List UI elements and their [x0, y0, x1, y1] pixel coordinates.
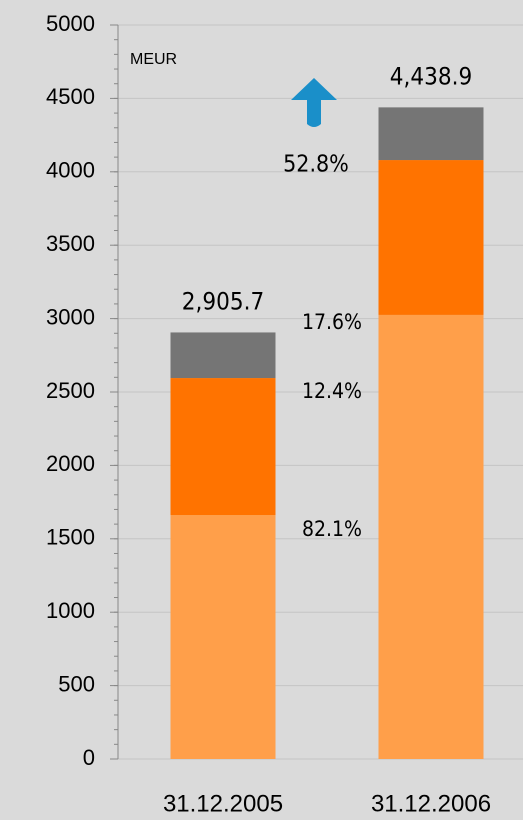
bar-segment	[378, 314, 484, 759]
y-tick-label: 4000	[46, 158, 95, 183]
y-tick-label: 3000	[46, 304, 95, 329]
bar-segment	[170, 515, 276, 759]
bar-segment	[378, 160, 484, 315]
bar-segment	[170, 378, 276, 516]
y-tick-label: 3500	[46, 231, 95, 256]
bar-segment	[170, 332, 276, 379]
bar-segment	[378, 107, 484, 161]
annotation: 12.4%	[302, 379, 362, 403]
annotation: MEUR	[130, 51, 177, 68]
annotation: 52.8%	[283, 152, 349, 178]
annotation: 82.1%	[302, 517, 362, 541]
y-tick-label: 1000	[46, 598, 95, 623]
total-label: 2,905.7	[182, 287, 264, 315]
total-label: 4,438.9	[390, 62, 472, 90]
x-tick-label: 31.12.2006	[371, 790, 491, 817]
up-arrow	[291, 78, 337, 127]
y-tick-label: 0	[83, 745, 95, 770]
annotation: 17.6%	[302, 310, 362, 334]
y-tick-label: 1500	[46, 525, 95, 550]
y-tick-label: 2500	[46, 378, 95, 403]
y-tick-label: 500	[58, 671, 95, 696]
y-tick-label: 4500	[46, 84, 95, 109]
y-tick-label: 5000	[46, 11, 95, 36]
x-tick-label: 31.12.2005	[163, 790, 283, 817]
y-tick-label: 2000	[46, 451, 95, 476]
